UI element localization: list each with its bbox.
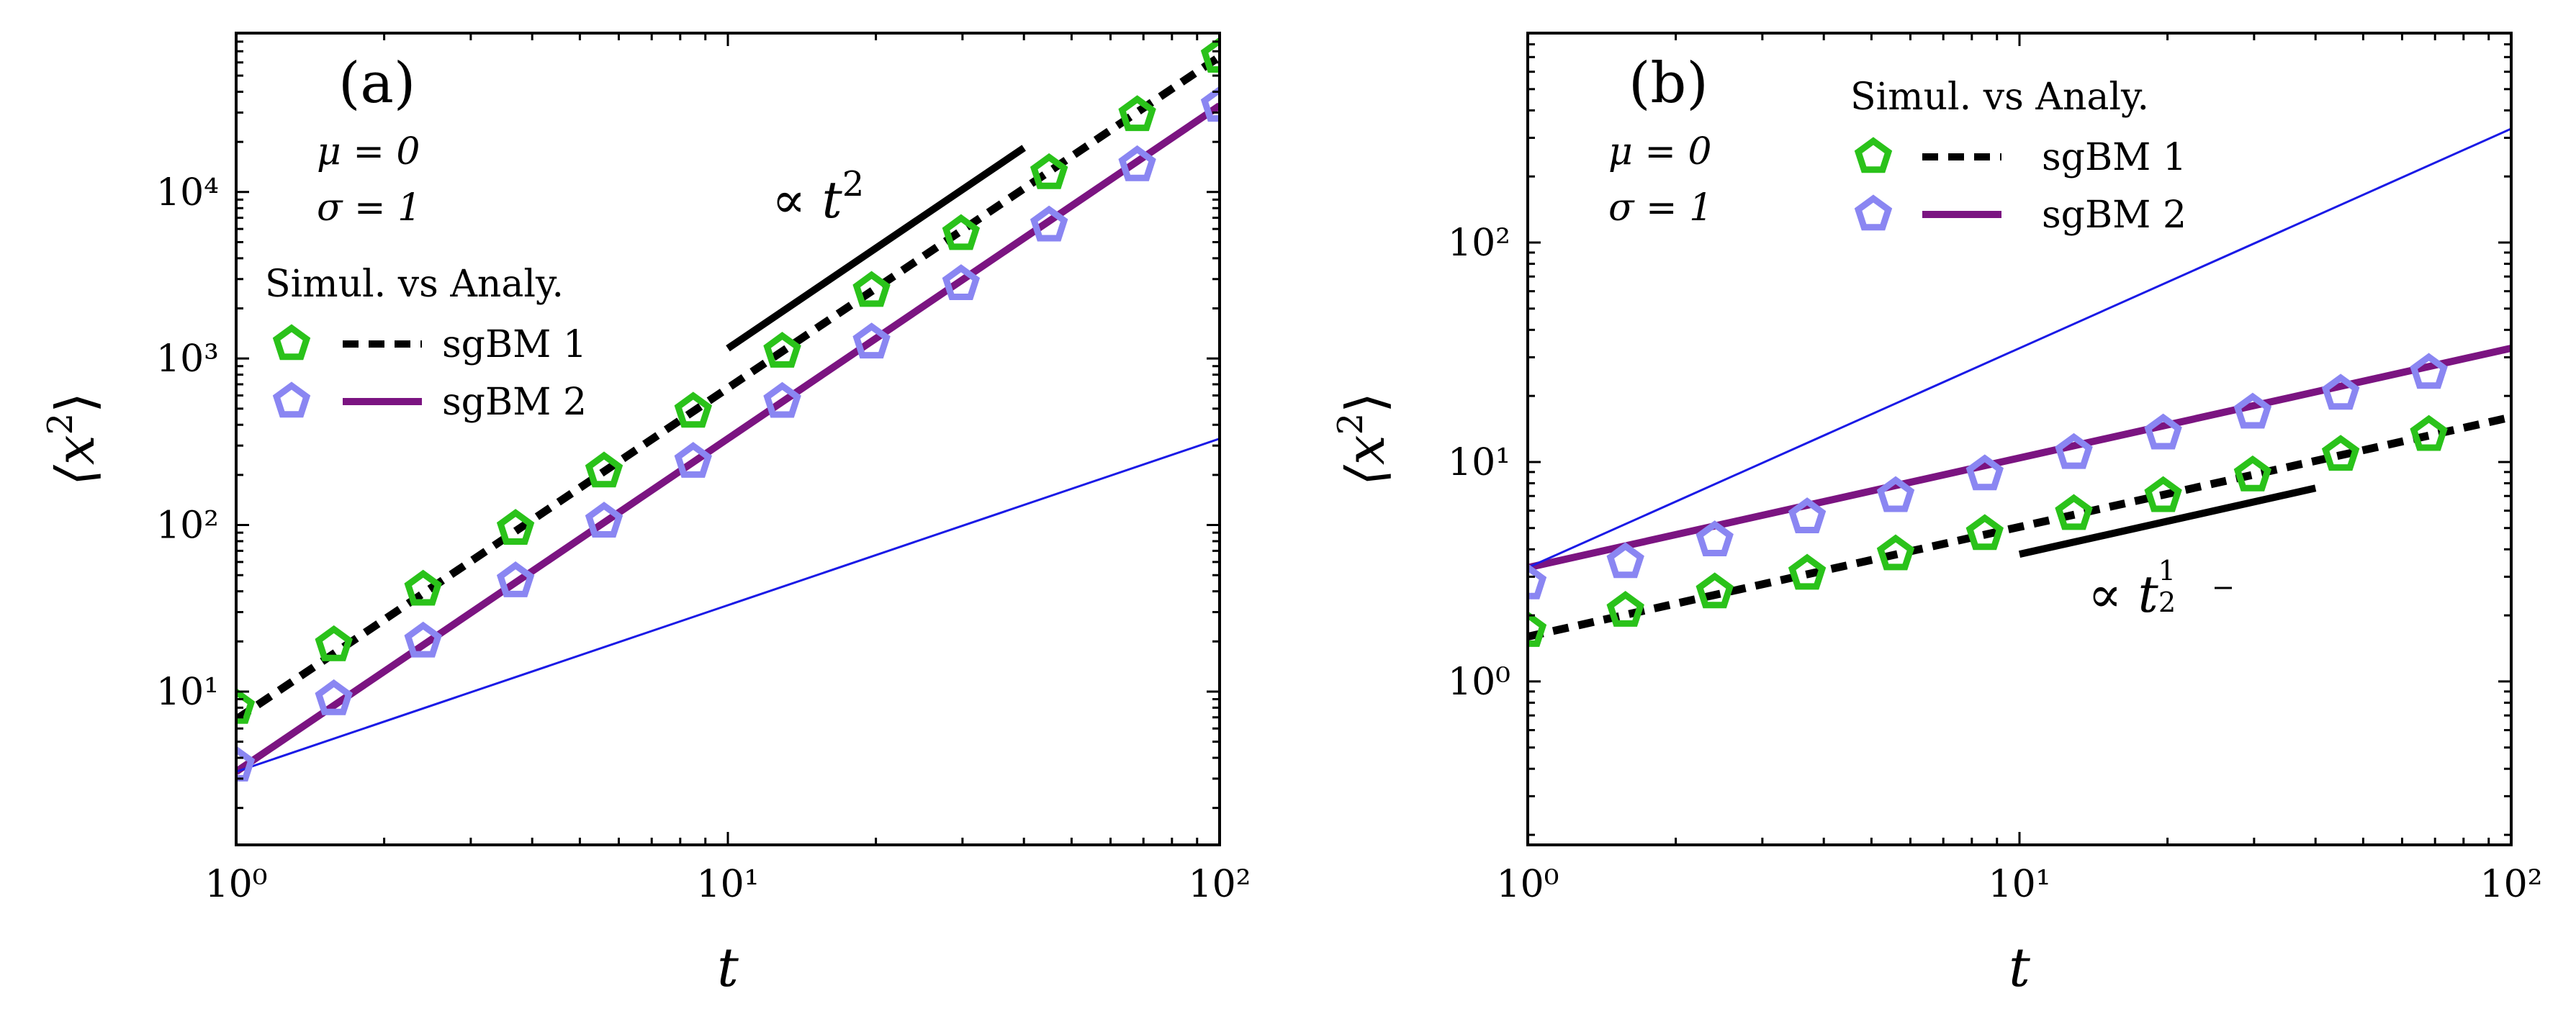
data-point-sgbm-2 [1118,145,1156,181]
data-point-sgbm-2 [2055,433,2093,469]
data-point-sgbm-2 [1788,497,1827,533]
param-mu: μ = 0 [1608,130,1712,173]
data-point-sgbm-1 [2321,435,2360,471]
data-point-sgbm-1 [2410,415,2448,451]
data-point-sgbm-1 [2055,494,2093,530]
y-tick-label: 10¹ [1448,441,1510,484]
data-point-sgbm-1 [852,271,891,307]
y-tick-label: 10² [156,504,219,548]
y-tick-label: 10² [1448,222,1510,265]
x-tick-label: 10⁰ [204,863,267,906]
slope-indicator [726,145,1027,352]
series-line-sgbm-1 [236,53,1220,723]
data-point-sgbm-2 [1876,476,1915,512]
data-point-sgbm-1 [1606,591,1644,627]
data-point-sgbm-2 [585,502,623,538]
series-line-sgbm-2 [1528,344,2511,571]
data-point-sgbm-1 [2144,476,2182,512]
data-point-sgbm-2 [2233,392,2272,429]
x-axis-label: t [2009,937,2030,999]
x-axis-label: t [717,937,739,999]
data-point-sgbm-2 [1528,563,1547,599]
data-point-sgbm-1 [315,625,353,661]
y-axis-label: ⟨x2⟩ [1330,392,1397,486]
panel-label: (b) [1629,51,1708,116]
data-point-sgbm-2 [2410,353,2448,389]
data-point-sgbm-1 [1788,553,1827,590]
data-point-sgbm-2 [1200,86,1220,122]
data-point-sgbm-2 [315,679,353,715]
series-line-reference [1528,127,2511,569]
data-point-sgbm-1 [1200,37,1220,73]
x-tick-label: 10⁰ [1496,863,1559,906]
data-point-sgbm-2 [496,561,535,597]
y-tick-label: 10³ [156,338,219,381]
data-point-sgbm-1 [2233,455,2272,492]
data-point-sgbm-1 [1965,514,2004,551]
data-point-sgbm-2 [763,381,801,418]
y-tick-label: 10¹ [156,671,219,714]
data-point-sgbm-2 [852,322,891,359]
param-mu: μ = 0 [317,130,420,173]
legend-label-sgbm-2: sgBM 2 [2042,194,2187,237]
data-point-sgbm-2 [674,442,712,478]
legend-title: Simul. vs Analy. [1850,76,2149,119]
data-point-sgbm-2 [1965,454,2004,491]
series-line-sgbm-1 [1528,413,2511,641]
legend-entry-sgbm-1: sgBM 1 [272,323,587,366]
slope-label: ∝ t2 [772,164,864,230]
data-point-sgbm-1 [1876,534,1915,571]
slope-label: ∝ t1 2 [2088,555,2176,624]
data-point-sgbm-1 [942,214,981,250]
data-point-sgbm-2 [236,746,256,782]
legend-entry-sgbm-2: sgBM 2 [1854,194,2187,237]
data-point-sgbm-1 [1118,95,1156,132]
data-point-sgbm-2 [404,621,442,658]
y-tick-label: 10⁴ [156,171,219,214]
data-point-sgbm-2 [1030,205,1068,242]
data-point-sgbm-2 [942,264,981,300]
slope-indicator [2018,484,2317,558]
legend-entry-sgbm-2: sgBM 2 [272,381,587,424]
x-tick-label: 10² [1188,863,1251,906]
series-line-reference [236,438,1220,773]
legend-marker-sgbm-1 [1854,137,1893,173]
legend-label-sgbm-1: sgBM 1 [442,323,587,366]
y-axis-label: ⟨x2⟩ [40,392,107,486]
panel-a: 10⁰ 10¹ 10² 10¹ 10² 10³ 10⁴ (a) μ = 0 σ = 1 Si… [40,32,1251,999]
data-point-sgbm-1 [1030,153,1068,189]
data-point-sgbm-1 [1528,611,1547,647]
legend-label-sgbm-1: sgBM 1 [2042,136,2187,179]
data-point-sgbm-1 [236,687,256,724]
param-sigma: σ = 1 [1608,186,1713,230]
y-tick-label: 10⁰ [1448,661,1510,704]
data-point-sgbm-1 [496,509,535,545]
data-point-sgbm-2 [1606,542,1644,579]
legend-label-sgbm-2: sgBM 2 [442,381,587,424]
data-point-sgbm-2 [1695,520,1734,556]
legend-entry-sgbm-1: sgBM 1 [1854,136,2187,179]
data-point-sgbm-2 [2144,413,2182,450]
legend-title: Simul. vs Analy. [265,263,564,306]
x-tick-label: 10² [2480,863,2542,906]
data-point-sgbm-2 [2321,374,2360,410]
data-point-sgbm-1 [674,391,712,428]
param-sigma: σ = 1 [317,186,421,230]
panel-b: 10⁰ 10¹ 10² 10⁰ 10¹ 10² (b) μ = 0 σ = 1 Simul… [1330,32,2543,999]
data-point-sgbm-1 [585,451,623,488]
data-point-sgbm-1 [1695,572,1734,609]
legend-marker-sgbm-1 [272,324,311,361]
data-point-sgbm-1 [404,569,442,606]
x-tick-label: 10¹ [696,863,759,906]
data-point-sgbm-1 [763,332,801,368]
panel-label: (a) [338,51,415,116]
legend-marker-sgbm-2 [1854,194,1893,231]
legend-marker-sgbm-2 [272,381,311,418]
x-tick-label: 10¹ [1988,863,2050,906]
